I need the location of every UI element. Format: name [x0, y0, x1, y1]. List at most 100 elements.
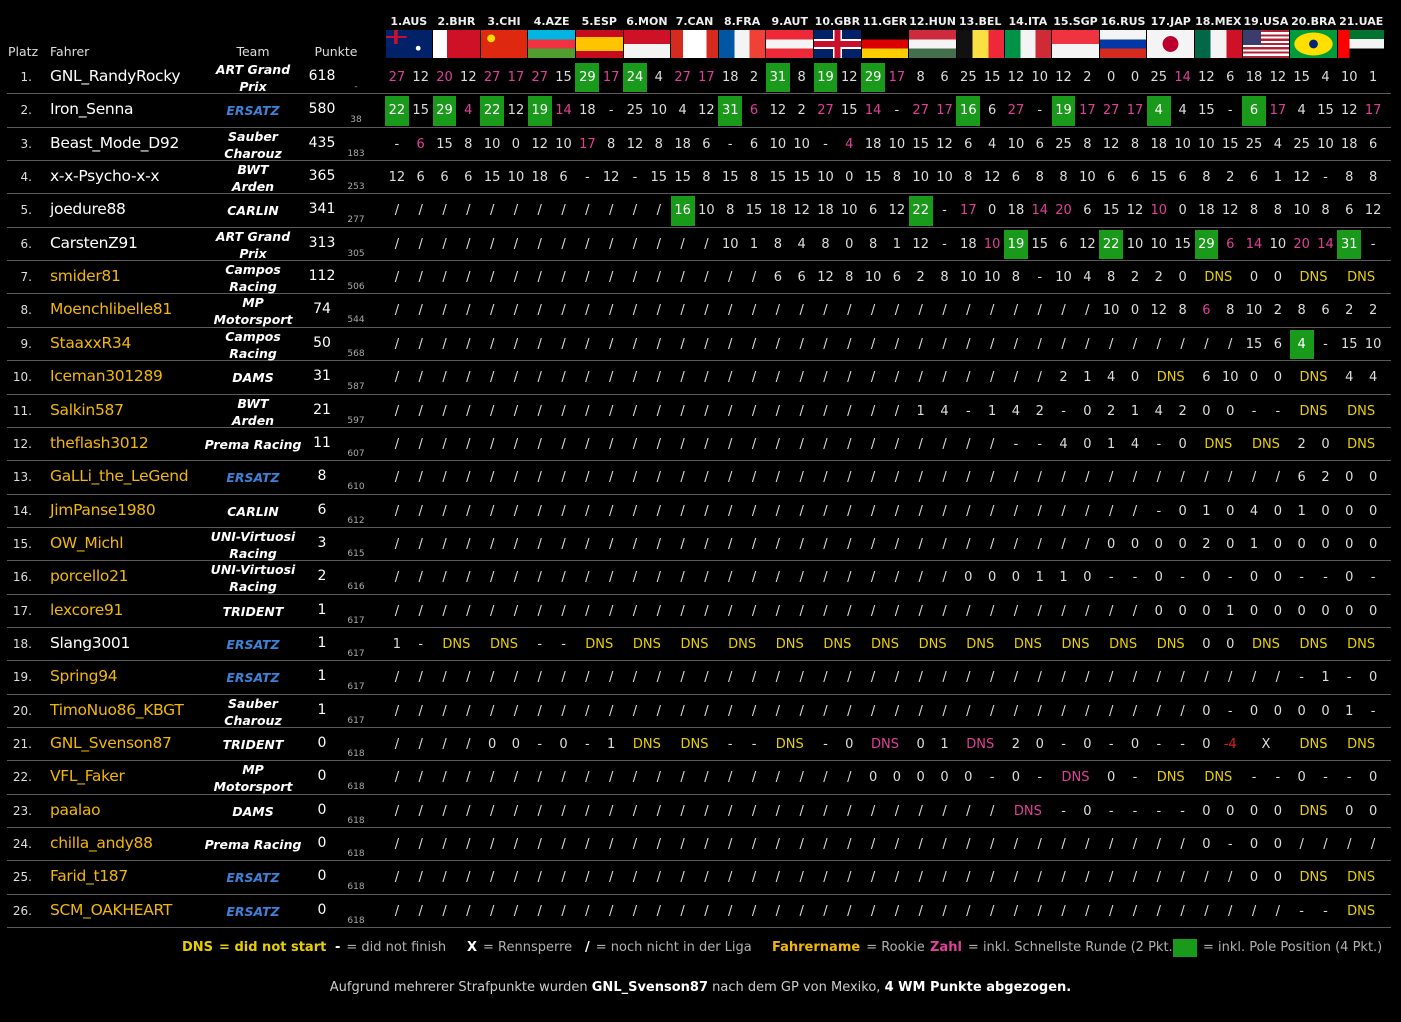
result-cell: -	[727, 737, 733, 752]
result-cell: /	[775, 470, 781, 486]
driver-name: Slang3001	[50, 633, 131, 652]
result-cell: /	[847, 370, 852, 386]
points: 1	[317, 601, 327, 618]
result-cell: 0	[1345, 536, 1354, 552]
result-cell: /	[466, 236, 471, 252]
result-cell: /	[966, 536, 971, 552]
result-cell: /	[1228, 903, 1233, 919]
result-cell: /	[680, 903, 685, 919]
row-separator	[7, 760, 1391, 762]
result-cell: /	[847, 303, 852, 319]
result-cell: /	[1061, 670, 1066, 686]
result-cell: /	[1156, 336, 1161, 352]
result-cell: -	[1156, 503, 1162, 519]
result-cell: /	[1108, 336, 1114, 352]
result-cell: /	[680, 670, 685, 686]
team: UNI-Virtuosi Racing	[210, 562, 296, 595]
flag	[1337, 30, 1385, 58]
points-gap: 253	[347, 182, 365, 193]
result-cell: 27	[674, 70, 691, 85]
result-cell: /	[847, 403, 852, 419]
result-cell: /	[632, 770, 638, 786]
result-cell: /	[1037, 303, 1042, 319]
result-cell: 8	[1059, 170, 1068, 186]
result-cell: /	[537, 503, 542, 519]
result-cell: /	[1013, 603, 1019, 619]
result-cell: 2	[1297, 436, 1306, 452]
result-cell: /	[561, 203, 566, 219]
result-cell: /	[585, 770, 590, 786]
points: 1	[317, 668, 327, 685]
result-cell: /	[585, 837, 590, 853]
result-cell: /	[418, 703, 423, 719]
result-cell: /	[728, 803, 733, 819]
result-cell: 0	[1273, 503, 1282, 519]
result-cell: /	[466, 470, 471, 486]
result-cell: DNS	[775, 737, 804, 752]
result-cell: /	[656, 536, 661, 552]
result-cell: DNS	[632, 636, 661, 652]
result-cell: -	[1156, 737, 1162, 752]
result-cell: /	[489, 603, 495, 619]
result-cell: 2	[1154, 270, 1163, 286]
result-cell: /	[442, 303, 447, 319]
result-cell: 27	[531, 70, 549, 85]
result-cell: 8	[1249, 203, 1259, 219]
result-cell: /	[704, 670, 709, 686]
result-cell: 15	[1341, 336, 1358, 352]
result-cell: 8	[1368, 170, 1378, 186]
result-cell: /	[418, 336, 423, 352]
result-cell: /	[1085, 903, 1090, 919]
result-cell: /	[513, 236, 519, 252]
result-cell: /	[799, 703, 804, 719]
column-header: Punkte	[314, 44, 358, 59]
result-cell: 8	[868, 236, 878, 252]
race-label: 10.GBR	[814, 15, 861, 28]
result-cell: 4	[1321, 70, 1330, 85]
result-cell: 2	[1059, 370, 1068, 386]
result-cell: 1	[1249, 536, 1259, 552]
result-cell: /	[442, 470, 447, 486]
result-cell: /	[489, 270, 495, 286]
result-cell: /	[1108, 470, 1114, 486]
result-cell: 8	[1297, 303, 1306, 319]
result-cell: 4	[1059, 436, 1068, 452]
result-cell: /	[823, 670, 828, 686]
result-cell: /	[489, 703, 495, 719]
row-separator	[7, 626, 1391, 628]
result-cell: /	[728, 603, 733, 619]
result-cell: /	[942, 870, 947, 886]
result-cell: 6	[1249, 170, 1259, 186]
result-cell: /	[1204, 470, 1209, 486]
result-cell: 1	[1368, 70, 1378, 85]
result-cell: 12	[888, 203, 906, 219]
result-cell: /	[799, 603, 804, 619]
result-cell: /	[1037, 603, 1042, 619]
result-cell: /	[989, 870, 995, 886]
position: 21.	[12, 737, 32, 751]
result-cell: /	[585, 703, 590, 719]
team: Campos Racing	[225, 328, 281, 361]
result-cell: /	[751, 270, 757, 286]
legend-text: = inkl. Pole Position (4 Pkt.)	[1203, 940, 1383, 955]
result-cell: 15	[1174, 236, 1191, 252]
result-cell: /	[704, 536, 709, 552]
result-cell: 15	[1198, 103, 1215, 119]
result-cell: 1	[607, 737, 616, 752]
result-cell: 6	[1226, 236, 1235, 252]
result-cell: /	[585, 436, 590, 452]
result-cell: /	[632, 870, 638, 886]
result-cell: /	[394, 403, 400, 419]
result-cell: -	[942, 236, 947, 252]
result-cell: /	[918, 670, 923, 686]
result-cell: /	[1061, 870, 1066, 886]
result-cell: 31	[765, 63, 790, 93]
footnote-part: GNL_Svenson87	[591, 980, 709, 995]
result-cell: /	[918, 570, 923, 586]
result-cell: 6	[1202, 370, 1211, 386]
result-cell: 17	[1364, 103, 1382, 119]
result-cell: /	[966, 670, 971, 686]
result-cell: -	[1180, 570, 1185, 586]
result-cell: /	[870, 870, 876, 886]
result-cell: 0	[1226, 536, 1235, 552]
